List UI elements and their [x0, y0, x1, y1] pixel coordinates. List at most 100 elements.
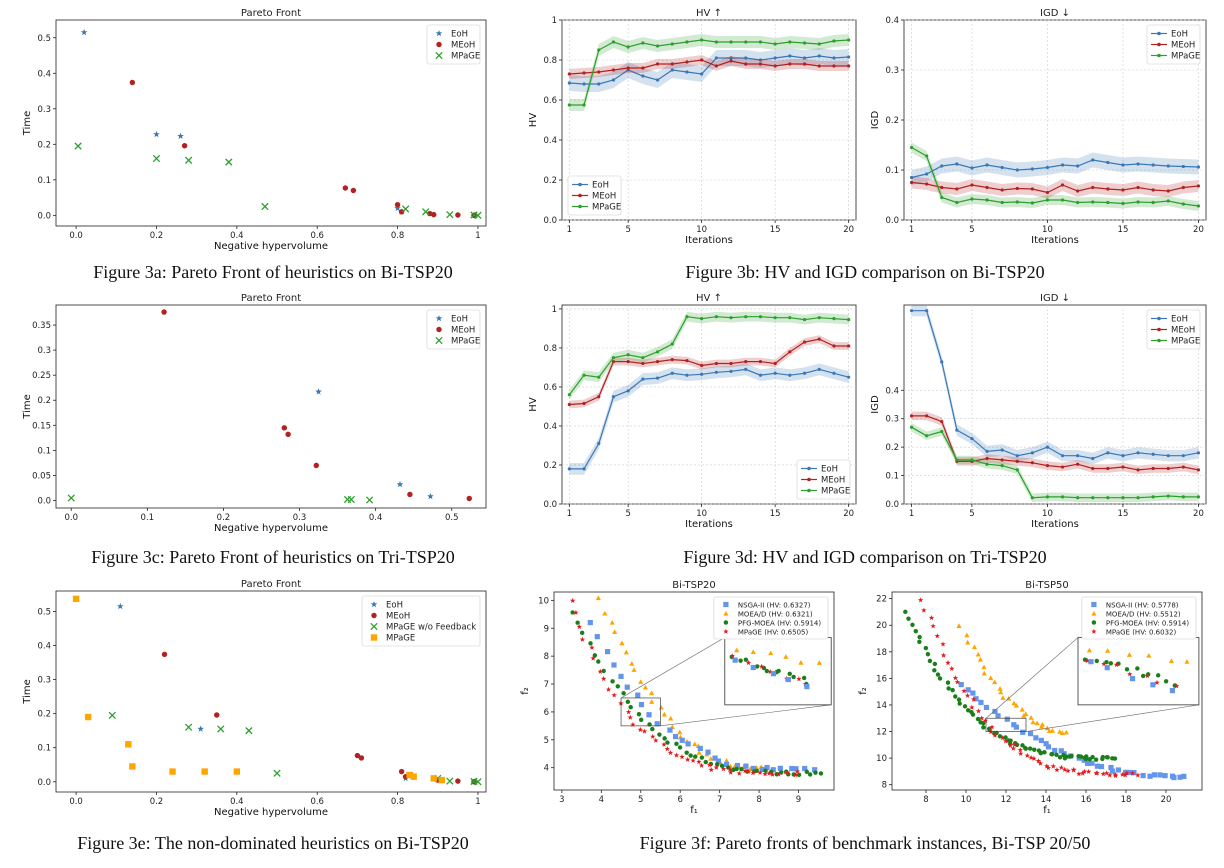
front-point	[1000, 735, 1006, 741]
series-point	[582, 82, 586, 86]
y-tick-label: 8	[544, 652, 549, 662]
front-point	[1003, 735, 1008, 740]
front-point	[592, 653, 598, 658]
series-point	[597, 395, 601, 399]
front-point	[917, 639, 922, 645]
front-point	[707, 762, 713, 768]
front-point	[1059, 730, 1065, 736]
front-point	[650, 726, 655, 732]
y-tick-label: 0.2	[543, 176, 557, 186]
legend-marker	[435, 51, 443, 60]
front-point	[989, 724, 995, 730]
front-point	[804, 769, 810, 774]
front-point	[1054, 767, 1060, 773]
x-tick-label: 5	[638, 795, 643, 805]
series-point	[1000, 448, 1004, 452]
inset-point	[801, 675, 807, 681]
series-point	[970, 458, 974, 462]
y-tick-label: 0.8	[543, 56, 557, 66]
legend-marker	[1157, 316, 1161, 321]
series-point	[817, 316, 821, 320]
series-point	[1076, 462, 1080, 466]
inset-point	[1126, 652, 1133, 657]
front-point	[992, 732, 998, 738]
x-tick-label: 0.0	[64, 513, 78, 523]
series-point	[1045, 445, 1050, 449]
legend-label: MPaGE	[1171, 337, 1200, 347]
data-point	[430, 775, 437, 782]
legend-marker	[370, 634, 378, 641]
front-point	[1034, 720, 1040, 726]
x-tick-label: 9	[796, 795, 801, 805]
legend-marker	[1091, 610, 1097, 616]
plot-title: Pareto Front	[241, 293, 301, 304]
series-line	[911, 146, 1199, 207]
front-point	[605, 686, 612, 692]
data-point	[365, 496, 374, 504]
inset-point	[1144, 672, 1151, 679]
x-tick-label: 6	[677, 795, 682, 805]
legend-marker	[1091, 628, 1097, 634]
series-point	[685, 40, 689, 44]
front-point	[1033, 735, 1039, 741]
series-point	[641, 74, 645, 78]
data-point	[261, 202, 269, 211]
series-line	[911, 426, 1199, 499]
front-point	[1058, 748, 1064, 754]
series-point	[788, 62, 792, 66]
series-point	[758, 359, 763, 364]
front-point	[1000, 695, 1006, 700]
series-point	[1076, 164, 1080, 168]
y-tick-label: 0.4	[543, 422, 557, 432]
front-point	[1151, 772, 1158, 778]
inset-point	[1155, 673, 1161, 678]
inset-point	[1146, 652, 1152, 658]
front-point	[958, 681, 964, 688]
series-point	[847, 318, 851, 322]
front-point	[661, 741, 667, 747]
front-point	[1031, 755, 1037, 761]
y-tick-label: 0.3	[37, 676, 51, 686]
x-axis-label: Negative hypervolume	[214, 241, 328, 252]
x-tick-label: 0.0	[69, 231, 83, 241]
data-point	[177, 132, 184, 139]
series-point	[802, 56, 807, 60]
front-point	[638, 717, 644, 723]
x-tick-label: 5	[625, 225, 630, 235]
front-point	[995, 713, 1001, 719]
front-point	[1038, 750, 1044, 756]
x-tick-label: 15	[1118, 509, 1129, 519]
inset-point	[732, 657, 738, 663]
y-tick-label: 10	[538, 596, 549, 606]
series-point	[729, 369, 733, 373]
y-axis-label: IGD	[870, 111, 881, 130]
x-tick-label: 1	[475, 797, 480, 807]
series-point	[985, 462, 989, 466]
x-tick-label: 14	[1041, 795, 1052, 805]
x-tick-label: 10	[1042, 225, 1053, 235]
series-line	[911, 310, 1199, 460]
front-point	[601, 668, 606, 674]
series-point	[788, 54, 792, 58]
inset-point	[1173, 683, 1180, 689]
legend-label: MPaGE	[451, 337, 480, 347]
data-point	[446, 777, 454, 785]
front-point	[925, 652, 931, 657]
series-point	[1015, 468, 1019, 472]
front-point	[727, 766, 733, 772]
series-point	[909, 309, 914, 313]
series-point	[582, 373, 586, 377]
legend: NSGA-II (HV: 0.6327)MOEA/D (HV: 0.6321)P…	[713, 596, 829, 640]
front-point	[723, 761, 730, 768]
series-point	[670, 68, 674, 72]
front-point	[784, 769, 791, 775]
front-point	[734, 766, 739, 772]
series-point	[940, 419, 944, 424]
series-point	[985, 163, 989, 167]
series-point	[955, 200, 959, 205]
x-tick-label: 20	[843, 509, 854, 519]
front-point	[969, 704, 975, 710]
y-tick-label: 0.2	[37, 710, 51, 720]
